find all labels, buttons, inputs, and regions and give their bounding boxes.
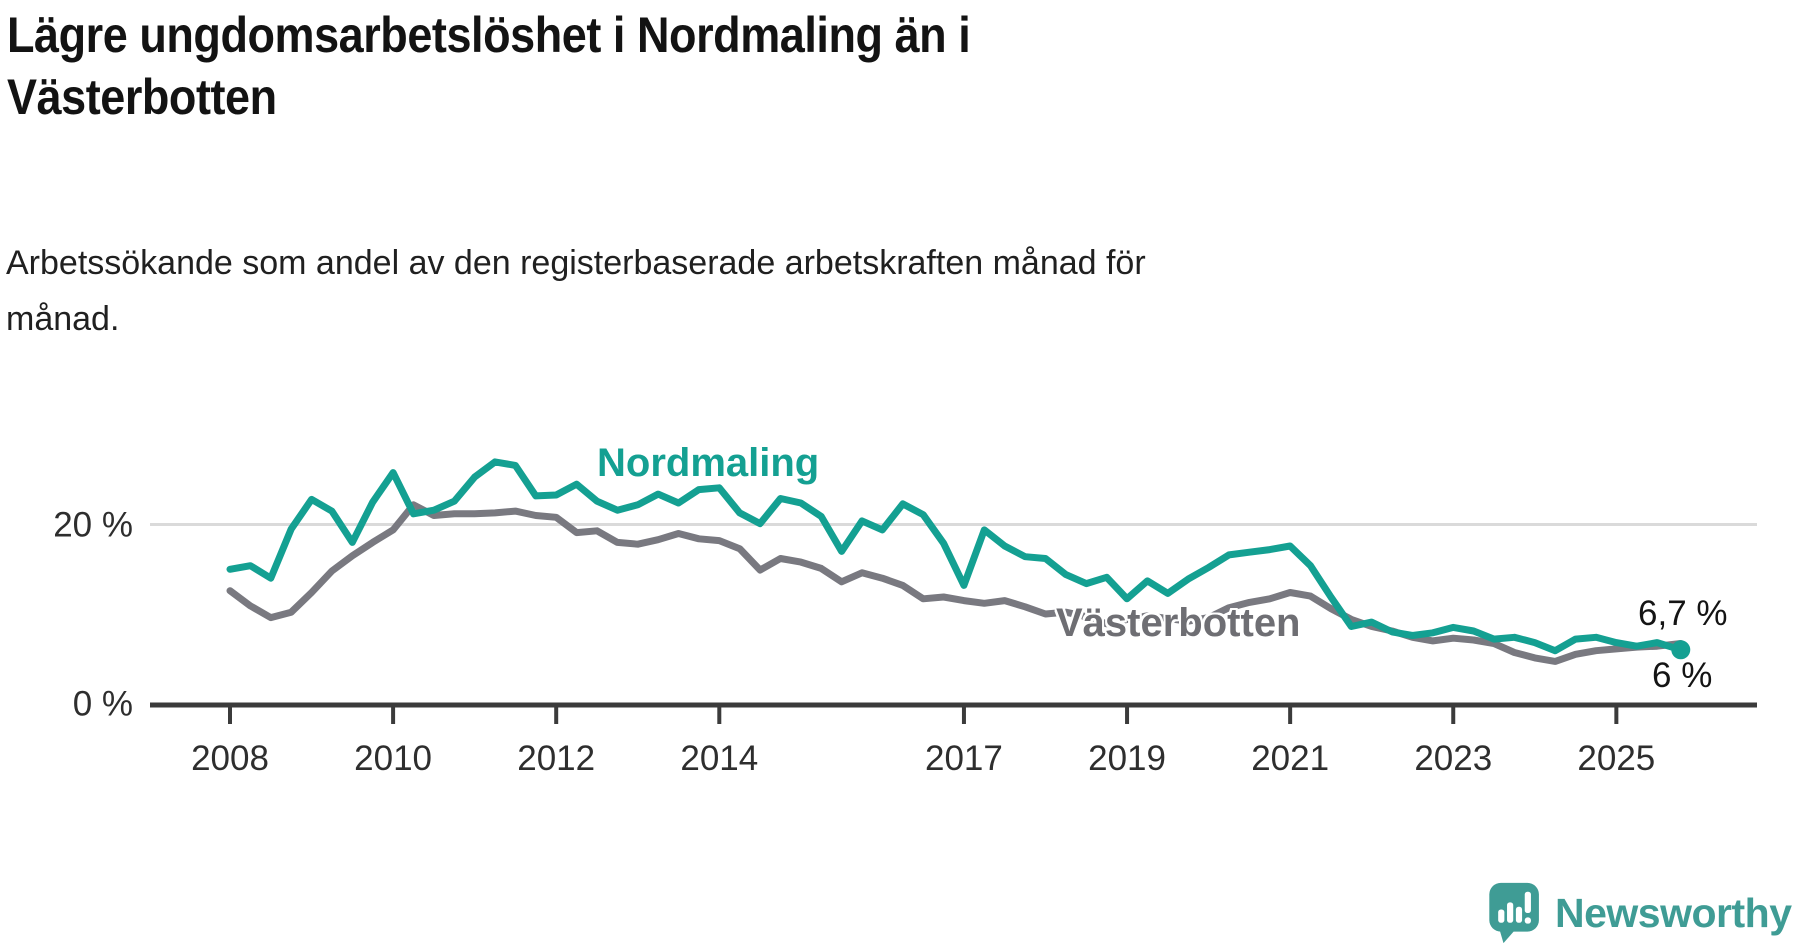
chart-title: Lägre ungdomsarbetslöshet i Nordmaling ä… (7, 4, 971, 128)
end-value-label-nordmaling: 6 % (1652, 656, 1713, 695)
series-line-nordmaling (226, 458, 1685, 655)
end-value-label-vasterbotten: 6,7 % (1638, 594, 1728, 633)
x-axis-tick-label: 2012 (517, 739, 595, 778)
chart-title-line1: Lägre ungdomsarbetslöshet i Nordmaling ä… (7, 7, 971, 63)
x-axis-tick-label: 2025 (1577, 739, 1655, 778)
chart-subtitle: Arbetssökande som andel av den registerb… (6, 236, 1146, 348)
x-axis-tick-label: 2021 (1251, 739, 1329, 778)
newsworthy-logo-icon (1489, 882, 1539, 944)
x-axis-tick-label: 2010 (354, 739, 432, 778)
newsworthy-logo-text: Newsworthy (1555, 889, 1792, 936)
x-axis-tick-label: 2019 (1088, 739, 1166, 778)
y-axis-label: 0 % (73, 685, 133, 724)
chart-subtitle-line2: månad. (6, 299, 120, 338)
newsworthy-logo: Newsworthy (1488, 882, 1792, 944)
series-label-vasterbotten: Västerbotten (1056, 601, 1301, 645)
x-axis-tick-label: 2023 (1414, 739, 1492, 778)
end-dot-nordmaling (1671, 640, 1691, 660)
y-axis-label: 20 % (53, 506, 133, 545)
chart-subtitle-line1: Arbetssökande som andel av den registerb… (6, 244, 1146, 282)
x-axis-tick-label: 2008 (191, 739, 269, 778)
x-axis-tick-label: 2014 (680, 739, 758, 778)
series-line-västerbotten (226, 501, 1685, 665)
chart-title-line2: Västerbotten (7, 69, 277, 125)
series-label-nordmaling: Nordmaling (597, 441, 820, 485)
x-axis-tick-label: 2017 (925, 739, 1003, 778)
